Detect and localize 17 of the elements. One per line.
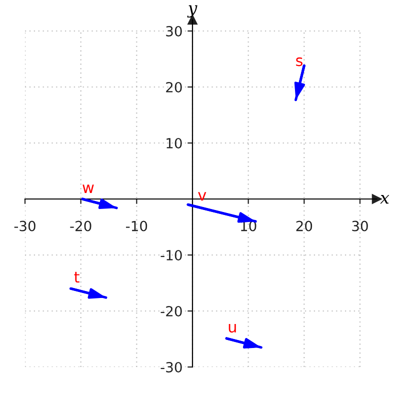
series-label: s	[296, 57, 302, 66]
y-tick-label: -20	[160, 306, 182, 316]
y-axis-title: y	[187, 5, 198, 18]
x-tick-label: -10	[126, 220, 148, 232]
y-tick-label: -30	[160, 362, 182, 372]
x-axis-title: x	[380, 194, 390, 204]
series-label: u	[228, 324, 236, 333]
y-tick-label: 30	[166, 26, 182, 36]
x-tick-label: -30	[14, 220, 36, 232]
y-tick-label: -10	[160, 250, 182, 260]
x-tick-label: 20	[296, 220, 312, 232]
series-label: w	[82, 184, 94, 193]
series-label: t	[74, 272, 80, 283]
y-tick-label: 20	[166, 82, 182, 92]
x-tick-label: 30	[352, 220, 368, 232]
x-tick-label: -20	[70, 220, 92, 232]
y-tick-label: 10	[166, 138, 182, 148]
